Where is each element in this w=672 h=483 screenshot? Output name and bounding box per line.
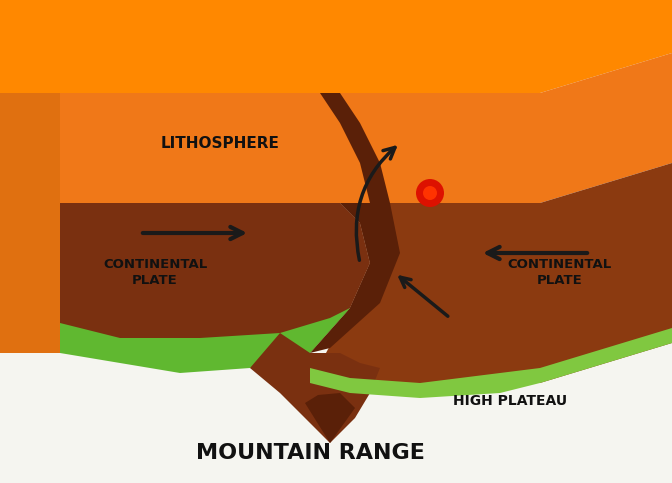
Circle shape [416, 179, 444, 207]
Polygon shape [0, 0, 672, 93]
Polygon shape [60, 308, 350, 373]
Circle shape [423, 186, 437, 200]
Polygon shape [250, 333, 380, 443]
Text: CONTINENTAL
PLATE: CONTINENTAL PLATE [508, 258, 612, 287]
Text: HIGH PLATEAU: HIGH PLATEAU [453, 394, 567, 408]
Polygon shape [60, 203, 370, 353]
Polygon shape [60, 53, 672, 203]
Polygon shape [0, 93, 60, 353]
Polygon shape [310, 93, 400, 353]
Text: LITHOSPHERE: LITHOSPHERE [161, 136, 280, 151]
Polygon shape [310, 163, 672, 383]
Polygon shape [305, 393, 355, 443]
Polygon shape [310, 328, 672, 398]
Text: MOUNTAIN RANGE: MOUNTAIN RANGE [196, 443, 425, 463]
Text: CONTINENTAL
PLATE: CONTINENTAL PLATE [103, 258, 207, 287]
